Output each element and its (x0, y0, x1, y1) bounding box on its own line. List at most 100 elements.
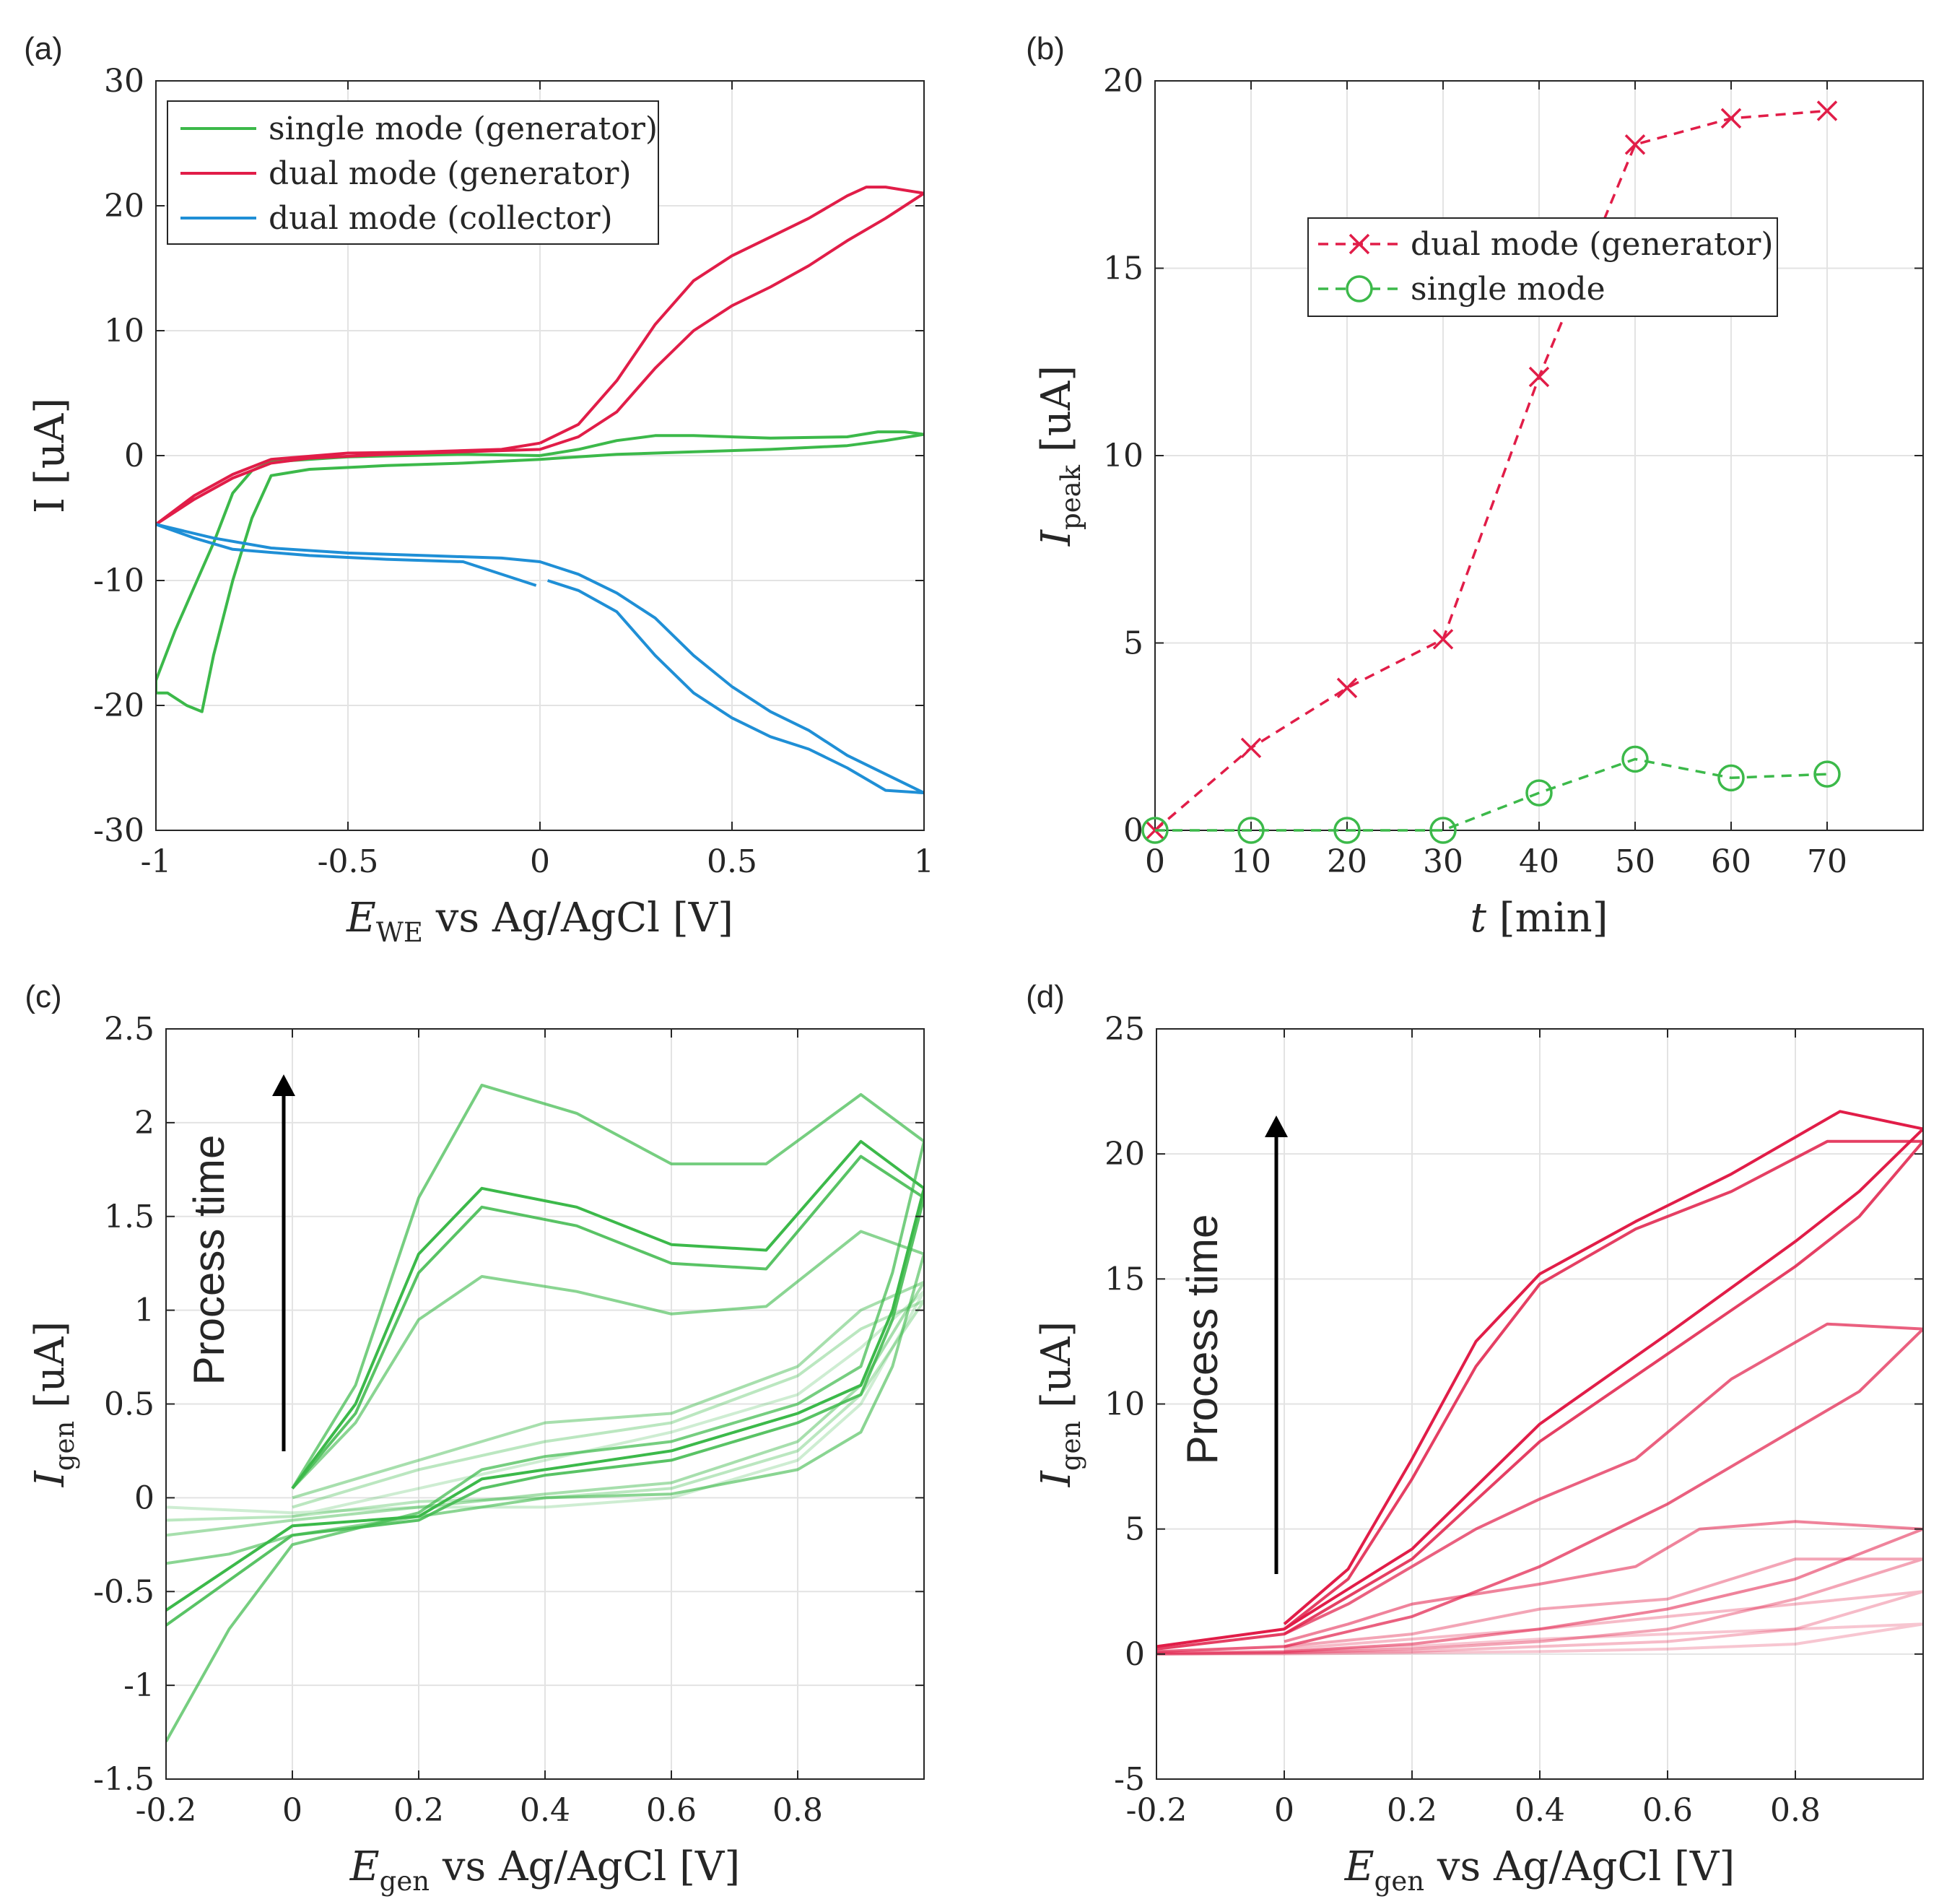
y-axis-label-c: Igen [uA] (27, 1321, 80, 1488)
y-tick-label: -30 (93, 812, 144, 849)
x-tick-label: 0.2 (393, 1792, 444, 1829)
x-tick-label: -0.2 (1126, 1792, 1188, 1829)
legend-b: dual mode (generator) single mode (1307, 217, 1778, 317)
process-time-label: Process time (185, 1135, 233, 1386)
cv-curve (1156, 1557, 1923, 1656)
y-tick-label: 20 (104, 188, 144, 225)
x-tick-label: -0.5 (318, 843, 379, 880)
series-line-red (1154, 109, 1828, 832)
x-axis-label-d: Egen vs Ag/AgCl [V] (1344, 1843, 1735, 1897)
panel-b: 0 10 20 30 40 50 60 70 0 5 10 15 20 (b) t [min] Ipeak [… (1026, 31, 1924, 942)
y-tick-label: 2.5 (104, 1011, 154, 1048)
panel-label-d: (d) (1026, 979, 1065, 1014)
x-tick-label: 50 (1615, 843, 1655, 880)
x-tick-label: 0.4 (1515, 1792, 1565, 1829)
y-tick-label: -1.5 (93, 1761, 154, 1798)
y-tick-label: 0 (134, 1479, 154, 1516)
cv-curve (166, 1230, 924, 1565)
cv-curve (166, 1299, 924, 1522)
cv-curve (1156, 1622, 1923, 1656)
y-tick-label: 20 (1103, 63, 1143, 100)
grid-d (1156, 1029, 1923, 1779)
panel-label-c: (c) (25, 979, 61, 1014)
cv-curve (166, 1083, 924, 1743)
x-tick-label: 0 (1145, 843, 1165, 880)
x-tick-label: 70 (1807, 843, 1847, 880)
x-tick-label: 30 (1423, 843, 1463, 880)
y-axis-label-b: Ipeak [uA] (1033, 365, 1086, 547)
panel-a: -1 -0.5 0 0.5 1 -30 -20 -10 0 10 20 30 (a) EWE vs Ag/… (24, 31, 934, 948)
x-tick-label: 0 (530, 843, 550, 880)
data-point-x (1336, 677, 1358, 699)
x-tick-label: 10 (1231, 843, 1271, 880)
series-line-red (156, 186, 924, 526)
y-tick-label: 10 (104, 313, 144, 349)
legend-entry: dual mode (collector) (269, 200, 613, 237)
y-tick-label: 10 (1104, 1386, 1145, 1423)
y-tick-label: 1 (134, 1292, 154, 1329)
x-tick-label: 0 (282, 1792, 302, 1829)
data-point-circle (1621, 745, 1649, 773)
process-time-label: Process time (1178, 1214, 1226, 1465)
x-tick-label: 0.2 (1387, 1792, 1437, 1829)
data-point-circle (1429, 817, 1457, 844)
process-time-arrow-c: Process time (185, 1074, 295, 1451)
x-tick-label: 1 (914, 843, 934, 880)
panel-d: -0.2 0 0.2 0.4 0.6 0.8 -5 0 5 10 15 20 25 (d) Egen vs … (1026, 979, 1924, 1897)
panel-label-a: (a) (24, 31, 63, 66)
panel-c: -0.2 0 0.2 0.4 0.6 0.8 -1.5 -1 -0.5 0 0.5 1 1.5 2 2.5 (… (25, 979, 925, 1897)
arrow-head-icon (1265, 1116, 1288, 1137)
x-tick-label: 0.6 (646, 1792, 697, 1829)
y-tick-label: 0 (1123, 812, 1143, 849)
x-tick-label: 0.8 (772, 1792, 823, 1829)
data-point-circle (1333, 817, 1361, 844)
axes-frame-b (1154, 80, 1924, 831)
data-point-x (1816, 100, 1838, 121)
grid-b (1155, 81, 1923, 830)
x-tick-label: 0.5 (707, 843, 757, 880)
legend-a: single mode (generator) dual mode (genera… (167, 100, 659, 245)
x-tick-label: 0.6 (1642, 1792, 1693, 1829)
data-point-circle (1525, 779, 1553, 807)
grid-c (166, 1029, 924, 1779)
data-point-x (1528, 366, 1550, 388)
x-tick-label: 60 (1711, 843, 1751, 880)
y-tick-label: 25 (1104, 1011, 1145, 1048)
data-point-x (1624, 134, 1646, 155)
data-point-circle (1237, 817, 1265, 844)
x-axis-label-b: t [min] (1470, 895, 1608, 942)
cv-curve (1156, 1139, 1923, 1651)
y-tick-label: -1 (123, 1667, 154, 1704)
data-point-circle (1717, 764, 1745, 792)
legend-entry: dual mode (generator) (1411, 226, 1774, 263)
series-line-green (1155, 757, 1828, 832)
data-point-x (1240, 737, 1262, 759)
y-tick-label: 5 (1125, 1511, 1145, 1548)
y-tick-label: -5 (1114, 1761, 1145, 1798)
arrow-head-icon (272, 1074, 295, 1096)
y-tick-label: 1.5 (104, 1199, 154, 1235)
plot-area-c (166, 1083, 924, 1743)
x-axis-label-c: Egen vs Ag/AgCl [V] (349, 1843, 740, 1897)
cv-curve (166, 1139, 924, 1612)
cv-curve (1156, 1520, 1923, 1655)
panel-label-b: (b) (1026, 31, 1065, 66)
y-axis-label-d: Igen [uA] (1033, 1321, 1086, 1488)
x-tick-label: 0.8 (1770, 1792, 1821, 1829)
data-point-x (1720, 108, 1742, 129)
axes-frame-c (165, 1028, 925, 1780)
y-tick-label: 0 (1125, 1636, 1145, 1673)
data-point-circle (1141, 817, 1169, 844)
y-axis-label-a: I [uA] (27, 398, 74, 513)
x-tick-label: -0.2 (136, 1792, 197, 1829)
axes-frame-a (155, 80, 925, 831)
legend-entry: dual mode (generator) (269, 155, 632, 192)
y-tick-label: -10 (93, 562, 144, 599)
x-tick-label: 20 (1327, 843, 1367, 880)
y-tick-label: 2 (134, 1105, 154, 1142)
y-tick-label: 15 (1103, 251, 1143, 287)
y-tick-label: -0.5 (93, 1573, 154, 1610)
y-tick-label: 0.5 (104, 1386, 154, 1423)
x-tick-label: 40 (1519, 843, 1559, 880)
